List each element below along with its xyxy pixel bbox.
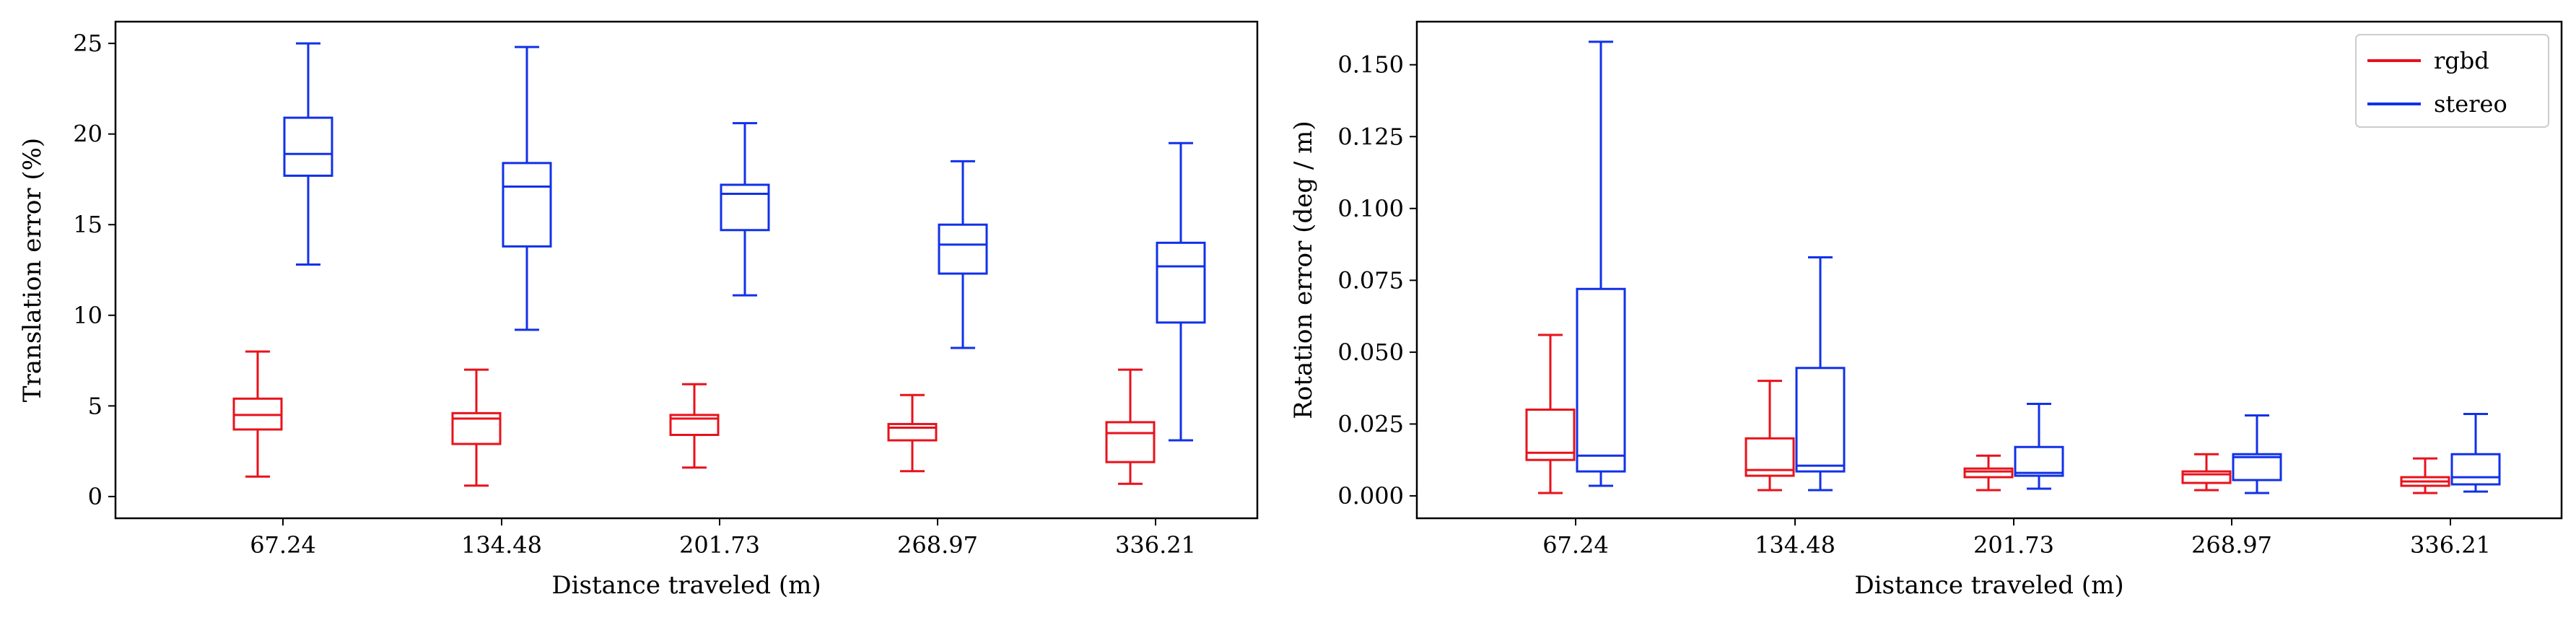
box-rgbd-3	[2181, 453, 2232, 492]
box-rgbd-3	[887, 393, 938, 473]
box-body	[1576, 287, 1626, 473]
x-tick-label: 67.24	[1542, 531, 1609, 559]
box-rgbd-0	[232, 350, 283, 478]
box-body	[1795, 367, 1846, 473]
y-tick-label: 0.075	[1337, 266, 1404, 294]
box-body	[669, 414, 720, 436]
box-body	[1105, 421, 1156, 463]
y-tick-label: 25	[73, 30, 102, 57]
box-stereo-2	[720, 122, 770, 297]
y-tick-label: 0.025	[1337, 410, 1404, 437]
y-tick-label: 0.125	[1337, 123, 1404, 150]
legend: rgbd stereo	[2355, 34, 2549, 128]
box-body	[1156, 241, 1206, 324]
legend-label-rgbd: rgbd	[2434, 47, 2489, 74]
box-body	[2181, 470, 2232, 484]
y-tick-label: 10	[73, 302, 102, 329]
box-stereo-1	[502, 45, 552, 331]
box-body	[1745, 437, 1795, 477]
y-axis-label: Rotation error (deg / m)	[1289, 121, 1318, 419]
x-tick-label: 201.73	[679, 531, 760, 559]
box-rgbd-0	[1525, 333, 1576, 494]
box-body	[887, 422, 938, 442]
box-body	[2014, 445, 2064, 477]
box-stereo-4	[1156, 141, 1206, 442]
box-stereo-2	[2014, 403, 2064, 490]
box-body	[283, 116, 333, 177]
box-stereo-0	[283, 42, 333, 266]
x-tick-label: 134.48	[1755, 531, 1835, 559]
box-rgbd-2	[1963, 454, 2014, 492]
x-tick-label: 201.73	[1973, 531, 2054, 559]
box-rgbd-4	[1105, 368, 1156, 485]
box-rgbd-1	[1745, 380, 1795, 492]
box-body	[451, 411, 502, 445]
y-tick-label: 5	[88, 392, 102, 419]
x-axis-label: Distance traveled (m)	[1854, 571, 2123, 600]
translation-error-panel: 0 5 10 15 20 25 67.24 134.48 201.73 268.97 336.21 D…	[18, 20, 1259, 600]
y-tick-label: 15	[73, 211, 102, 238]
x-tick-label: 336.21	[1115, 531, 1196, 559]
legend-label-stereo: stereo	[2434, 90, 2507, 118]
x-axis-label: Distance traveled (m)	[551, 571, 821, 600]
box-rgbd-4	[2400, 457, 2450, 494]
x-tick-label: 134.48	[461, 531, 542, 559]
box-body	[1525, 409, 1576, 461]
box-rgbd-2	[669, 383, 720, 469]
box-stereo-0	[1576, 40, 1626, 487]
box-body	[502, 162, 552, 248]
y-tick-label: 0.100	[1337, 195, 1404, 222]
x-tick-label: 268.97	[897, 531, 978, 559]
x-tick-label: 67.24	[250, 531, 316, 559]
rotation-error-panel: 0.000 0.025 0.050 0.075 0.100 0.125 0.150 67.24…	[1289, 20, 2563, 600]
box-stereo-3	[938, 160, 988, 349]
box-stereo-3	[2232, 414, 2282, 494]
y-axis-label: Translation error (%)	[18, 138, 47, 402]
box-body	[938, 223, 988, 275]
y-tick-label: 20	[73, 121, 102, 148]
plot-frame	[1415, 20, 2563, 520]
plot-frame	[114, 20, 1259, 520]
box-body	[2232, 453, 2282, 481]
y-tick-label: 0.000	[1337, 482, 1404, 510]
x-tick-label: 268.97	[2191, 531, 2272, 559]
y-tick-label: 0.150	[1337, 51, 1404, 79]
y-tick-label: 0.050	[1337, 339, 1404, 366]
y-tick-label: 0	[88, 483, 102, 510]
box-body	[2450, 453, 2501, 486]
box-body	[720, 183, 770, 232]
box-stereo-1	[1795, 256, 1846, 492]
x-tick-label: 336.21	[2410, 531, 2491, 559]
box-stereo-4	[2450, 412, 2501, 493]
box-body	[1963, 467, 2014, 479]
box-rgbd-1	[451, 368, 502, 487]
